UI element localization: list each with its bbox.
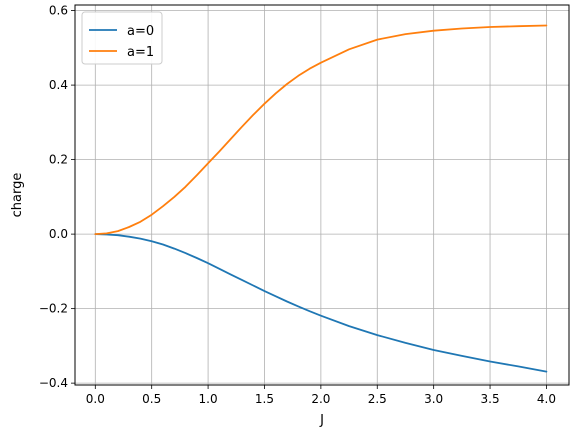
legend-label-a0: a=0 — [127, 24, 154, 39]
x-tick-label: 1.0 — [199, 392, 218, 406]
x-tick-label: 0.0 — [86, 392, 105, 406]
x-tick-label: 3.0 — [424, 392, 443, 406]
x-tick-label: 2.5 — [368, 392, 387, 406]
y-tick-label: 0.4 — [49, 78, 68, 92]
y-tick-label: 0.6 — [49, 4, 68, 18]
series-line-a1 — [94, 24, 548, 236]
y-tick-label: 0.0 — [49, 227, 68, 241]
x-tick-label: 2.0 — [311, 392, 330, 406]
y-tick-label: −0.2 — [39, 302, 68, 316]
y-tick-label: −0.4 — [39, 376, 68, 390]
plot-frame — [74, 4, 570, 386]
x-tick-label: 0.5 — [142, 392, 161, 406]
plot-series — [94, 24, 548, 373]
x-tick-label: 3.5 — [481, 392, 500, 406]
y-axis-label: charge — [10, 173, 25, 218]
series-line-a0 — [94, 233, 548, 373]
y-axis-ticks: −0.4 −0.2 0.0 0.2 0.4 0.6 — [39, 4, 75, 390]
legend: a=0 a=1 — [81, 11, 163, 65]
x-tick-label: 1.5 — [255, 392, 274, 406]
x-tick-label: 4.0 — [537, 392, 556, 406]
legend-label-a1: a=1 — [127, 45, 154, 60]
x-axis-ticks: 0.0 0.5 1.0 1.5 2.0 2.5 3.0 3.5 4.0 — [86, 385, 556, 406]
grid — [75, 5, 569, 385]
x-axis-label: J — [319, 413, 324, 428]
y-tick-label: 0.2 — [49, 153, 68, 167]
